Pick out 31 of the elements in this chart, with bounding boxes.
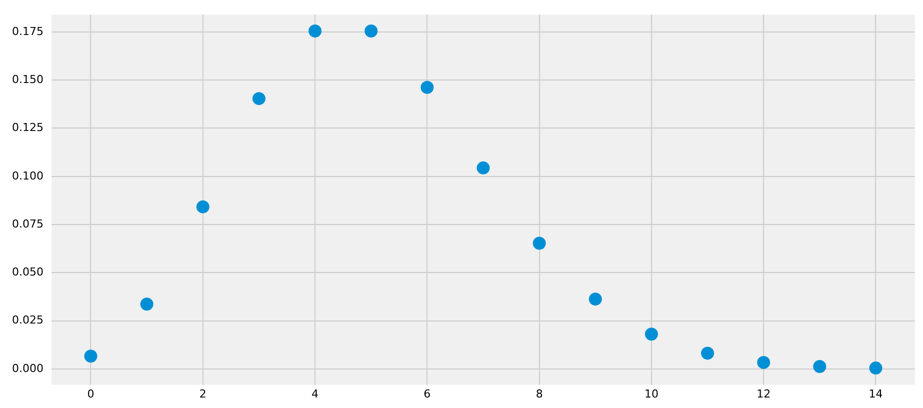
- point: [701, 346, 714, 360]
- point: [588, 292, 602, 306]
- point: [532, 236, 546, 250]
- x-tick-label: 6: [424, 387, 431, 400]
- point: [308, 24, 322, 38]
- y-tick-label: 0.125: [12, 121, 44, 134]
- y-tick-label: 0.025: [12, 314, 44, 327]
- point: [84, 350, 98, 363]
- x-tick-label: 4: [312, 387, 319, 400]
- y-tick-label: 0.000: [12, 362, 44, 375]
- point: [644, 328, 658, 341]
- y-tick-label: 0.150: [12, 72, 44, 86]
- x-tick-label: 2: [199, 387, 206, 400]
- y-tick-label: 0.075: [12, 217, 44, 230]
- point: [140, 298, 154, 311]
- y-tick-label: 0.100: [12, 169, 44, 182]
- x-tick-label: 10: [644, 387, 658, 400]
- y-tick-label: 0.175: [12, 24, 44, 38]
- point: [420, 80, 434, 94]
- point: [476, 161, 490, 174]
- point: [196, 200, 210, 214]
- x-tick-label: 0: [87, 387, 94, 400]
- point: [869, 362, 882, 375]
- x-tick-label: 8: [536, 387, 543, 400]
- point: [364, 24, 378, 38]
- point: [252, 92, 266, 106]
- x-tick-label: 12: [756, 387, 771, 400]
- y-tick-label: 0.050: [12, 266, 44, 279]
- point: [813, 360, 826, 373]
- point: [757, 356, 770, 369]
- x-tick-label: 14: [868, 387, 883, 400]
